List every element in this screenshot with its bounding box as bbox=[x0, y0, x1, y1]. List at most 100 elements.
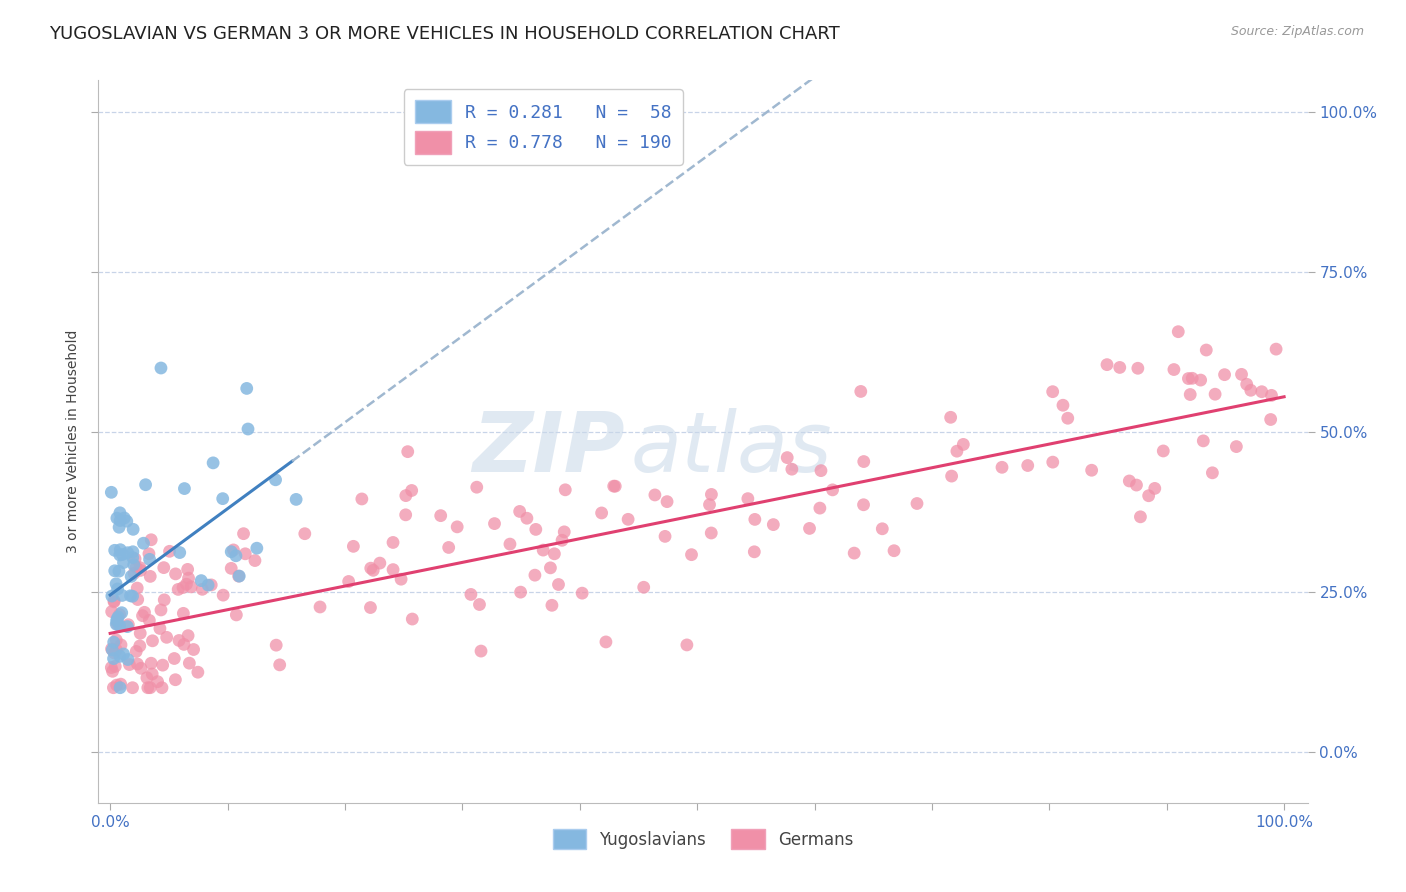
Point bbox=[149, 622, 172, 636]
Point bbox=[553, 524, 575, 539]
Point bbox=[105, 617, 128, 632]
Point bbox=[1225, 440, 1247, 454]
Point bbox=[153, 592, 176, 607]
Point bbox=[212, 588, 235, 602]
Point bbox=[131, 608, 153, 623]
Point bbox=[117, 617, 139, 632]
Point bbox=[699, 498, 721, 512]
Point bbox=[1195, 343, 1218, 357]
Point bbox=[105, 614, 128, 628]
Point bbox=[1017, 458, 1039, 473]
Point bbox=[1042, 384, 1064, 399]
Point bbox=[146, 674, 169, 689]
Point bbox=[111, 589, 134, 603]
Point bbox=[103, 651, 125, 665]
Point bbox=[117, 546, 139, 560]
Point bbox=[808, 501, 831, 516]
Point bbox=[165, 566, 187, 581]
Point bbox=[776, 450, 799, 465]
Point bbox=[108, 564, 131, 578]
Point bbox=[359, 600, 381, 615]
Point bbox=[872, 522, 894, 536]
Point bbox=[112, 647, 135, 661]
Point bbox=[1056, 411, 1078, 425]
Point bbox=[200, 578, 222, 592]
Point bbox=[595, 635, 617, 649]
Point bbox=[1213, 368, 1236, 382]
Point bbox=[103, 635, 125, 649]
Point bbox=[946, 444, 969, 458]
Point bbox=[737, 491, 759, 506]
Point bbox=[110, 542, 132, 557]
Point bbox=[1265, 342, 1288, 356]
Point bbox=[952, 437, 974, 451]
Point bbox=[176, 562, 198, 576]
Point bbox=[107, 582, 129, 596]
Point bbox=[202, 456, 225, 470]
Point bbox=[115, 514, 138, 528]
Point bbox=[294, 526, 316, 541]
Point bbox=[470, 644, 492, 658]
Point bbox=[105, 643, 128, 657]
Point bbox=[524, 522, 547, 536]
Point bbox=[395, 508, 418, 522]
Text: YUGOSLAVIAN VS GERMAN 3 OR MORE VEHICLES IN HOUSEHOLD CORRELATION CHART: YUGOSLAVIAN VS GERMAN 3 OR MORE VEHICLES… bbox=[49, 25, 839, 43]
Point bbox=[120, 589, 142, 603]
Point bbox=[101, 589, 124, 603]
Point bbox=[105, 576, 128, 591]
Point bbox=[446, 520, 468, 534]
Point bbox=[124, 551, 146, 566]
Point bbox=[139, 569, 162, 583]
Point bbox=[105, 632, 128, 647]
Point bbox=[139, 657, 162, 671]
Point bbox=[149, 603, 172, 617]
Point bbox=[309, 599, 332, 614]
Point bbox=[129, 563, 152, 577]
Point bbox=[1129, 509, 1152, 524]
Point bbox=[100, 605, 122, 619]
Text: ZIP: ZIP bbox=[472, 409, 624, 490]
Point bbox=[136, 681, 159, 695]
Point bbox=[105, 678, 128, 692]
Point bbox=[821, 483, 844, 497]
Point bbox=[905, 496, 928, 510]
Point bbox=[138, 614, 160, 628]
Point bbox=[509, 585, 531, 599]
Point bbox=[849, 384, 872, 399]
Point bbox=[523, 568, 546, 582]
Point bbox=[395, 489, 418, 503]
Point bbox=[152, 658, 174, 673]
Point bbox=[172, 581, 194, 595]
Point bbox=[127, 592, 149, 607]
Point bbox=[236, 422, 259, 436]
Point bbox=[1177, 371, 1199, 385]
Point bbox=[1192, 434, 1215, 448]
Point bbox=[132, 536, 155, 550]
Point bbox=[644, 488, 666, 502]
Point bbox=[222, 543, 245, 558]
Point bbox=[172, 607, 194, 621]
Point bbox=[112, 511, 135, 525]
Point bbox=[104, 564, 127, 578]
Point bbox=[125, 560, 148, 574]
Point bbox=[121, 545, 143, 559]
Point bbox=[1042, 455, 1064, 469]
Point bbox=[1152, 444, 1174, 458]
Point bbox=[1167, 325, 1189, 339]
Point bbox=[810, 464, 832, 478]
Point bbox=[468, 598, 491, 612]
Point bbox=[429, 508, 451, 523]
Point bbox=[225, 549, 247, 563]
Point bbox=[179, 656, 201, 670]
Point bbox=[211, 491, 233, 506]
Point bbox=[138, 547, 160, 561]
Point bbox=[180, 580, 202, 594]
Point bbox=[437, 541, 460, 555]
Point bbox=[141, 667, 163, 681]
Point bbox=[128, 639, 150, 653]
Point bbox=[183, 642, 205, 657]
Point bbox=[173, 637, 195, 651]
Point bbox=[118, 657, 141, 672]
Point bbox=[1230, 368, 1253, 382]
Point bbox=[101, 665, 124, 679]
